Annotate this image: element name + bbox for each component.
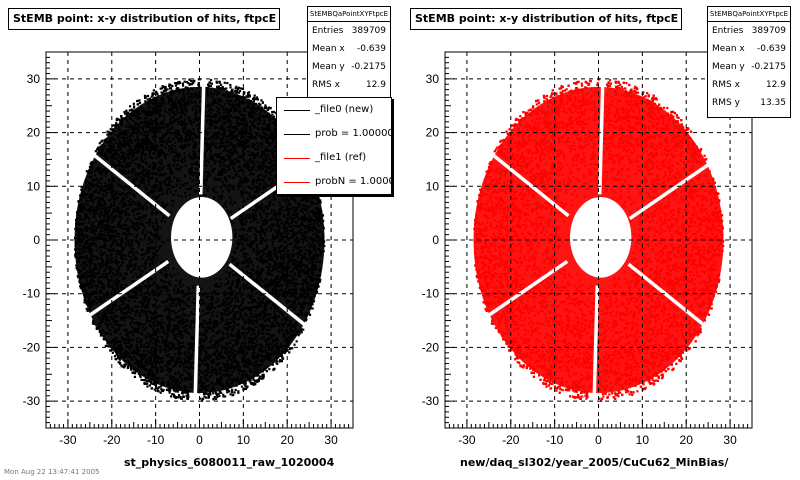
data-point — [138, 101, 142, 105]
data-point — [221, 86, 224, 89]
data-point — [188, 78, 191, 81]
data-point — [257, 378, 261, 381]
data-point — [288, 351, 291, 354]
data-point — [302, 328, 305, 331]
data-point — [223, 87, 227, 90]
data-point — [164, 86, 167, 89]
data-point — [293, 343, 296, 346]
data-point — [148, 384, 152, 387]
data-point — [252, 383, 255, 386]
data-point — [111, 351, 114, 354]
data-point — [269, 107, 272, 110]
data-point — [106, 133, 109, 136]
data-point — [142, 379, 145, 382]
data-point — [261, 375, 264, 378]
data-point — [245, 386, 248, 390]
data-point — [229, 86, 232, 89]
data-point — [125, 109, 128, 112]
data-point — [168, 391, 171, 394]
data-point — [212, 398, 215, 401]
data-point — [148, 97, 151, 100]
data-point — [260, 99, 263, 102]
data-point — [146, 94, 150, 98]
data-point — [204, 396, 208, 399]
data-point — [99, 334, 103, 337]
data-point — [104, 344, 107, 348]
data-point — [123, 110, 126, 114]
data-point — [193, 80, 196, 83]
data-point — [222, 393, 225, 396]
data-point — [291, 347, 294, 350]
data-point — [123, 112, 127, 115]
data-point — [192, 81, 195, 85]
data-point — [169, 395, 173, 398]
data-point — [244, 384, 247, 388]
data-point — [158, 386, 161, 389]
data-point — [259, 103, 262, 106]
data-point — [295, 340, 298, 343]
data-point — [106, 345, 109, 348]
data-point — [222, 395, 225, 398]
data-point — [155, 90, 158, 93]
data-point — [180, 397, 183, 400]
data-point — [215, 85, 219, 88]
data-point — [124, 363, 127, 366]
data-point — [128, 105, 132, 108]
data-point — [79, 285, 82, 288]
data-point — [206, 393, 210, 396]
data-point — [233, 391, 236, 394]
data-point — [172, 393, 176, 396]
data-point — [210, 82, 214, 85]
data-point — [241, 87, 245, 91]
data-point — [224, 395, 227, 398]
data-point — [311, 307, 314, 310]
data-point — [140, 378, 143, 381]
data-point — [171, 393, 174, 396]
data-point — [155, 383, 158, 386]
data-point — [80, 186, 83, 189]
data-point — [209, 84, 213, 87]
data-point — [108, 131, 111, 134]
data-point — [237, 391, 240, 394]
data-point — [237, 86, 241, 89]
data-point — [244, 382, 247, 385]
data-point — [230, 391, 234, 394]
data-point — [238, 89, 242, 93]
data-point — [106, 130, 109, 133]
data-point — [183, 80, 186, 83]
data-point — [174, 84, 178, 87]
data-point — [247, 93, 250, 97]
data-point — [234, 388, 237, 392]
data-point — [113, 355, 117, 358]
data-point — [264, 104, 267, 107]
data-point — [268, 368, 271, 371]
data-point — [157, 390, 160, 393]
data-point — [266, 108, 269, 112]
data-point — [261, 101, 265, 104]
data-point — [231, 388, 234, 392]
data-point — [275, 360, 279, 363]
data-point — [229, 83, 232, 87]
data-point — [216, 395, 219, 399]
data-point — [240, 87, 243, 90]
data-point — [132, 102, 135, 105]
data-point — [260, 377, 263, 380]
data-point — [132, 106, 136, 109]
data-point — [190, 83, 193, 86]
data-point — [133, 375, 136, 379]
data-point — [169, 87, 173, 90]
data-point — [159, 391, 162, 394]
data-point — [171, 84, 174, 88]
data-point — [284, 350, 287, 353]
data-point — [137, 372, 140, 375]
